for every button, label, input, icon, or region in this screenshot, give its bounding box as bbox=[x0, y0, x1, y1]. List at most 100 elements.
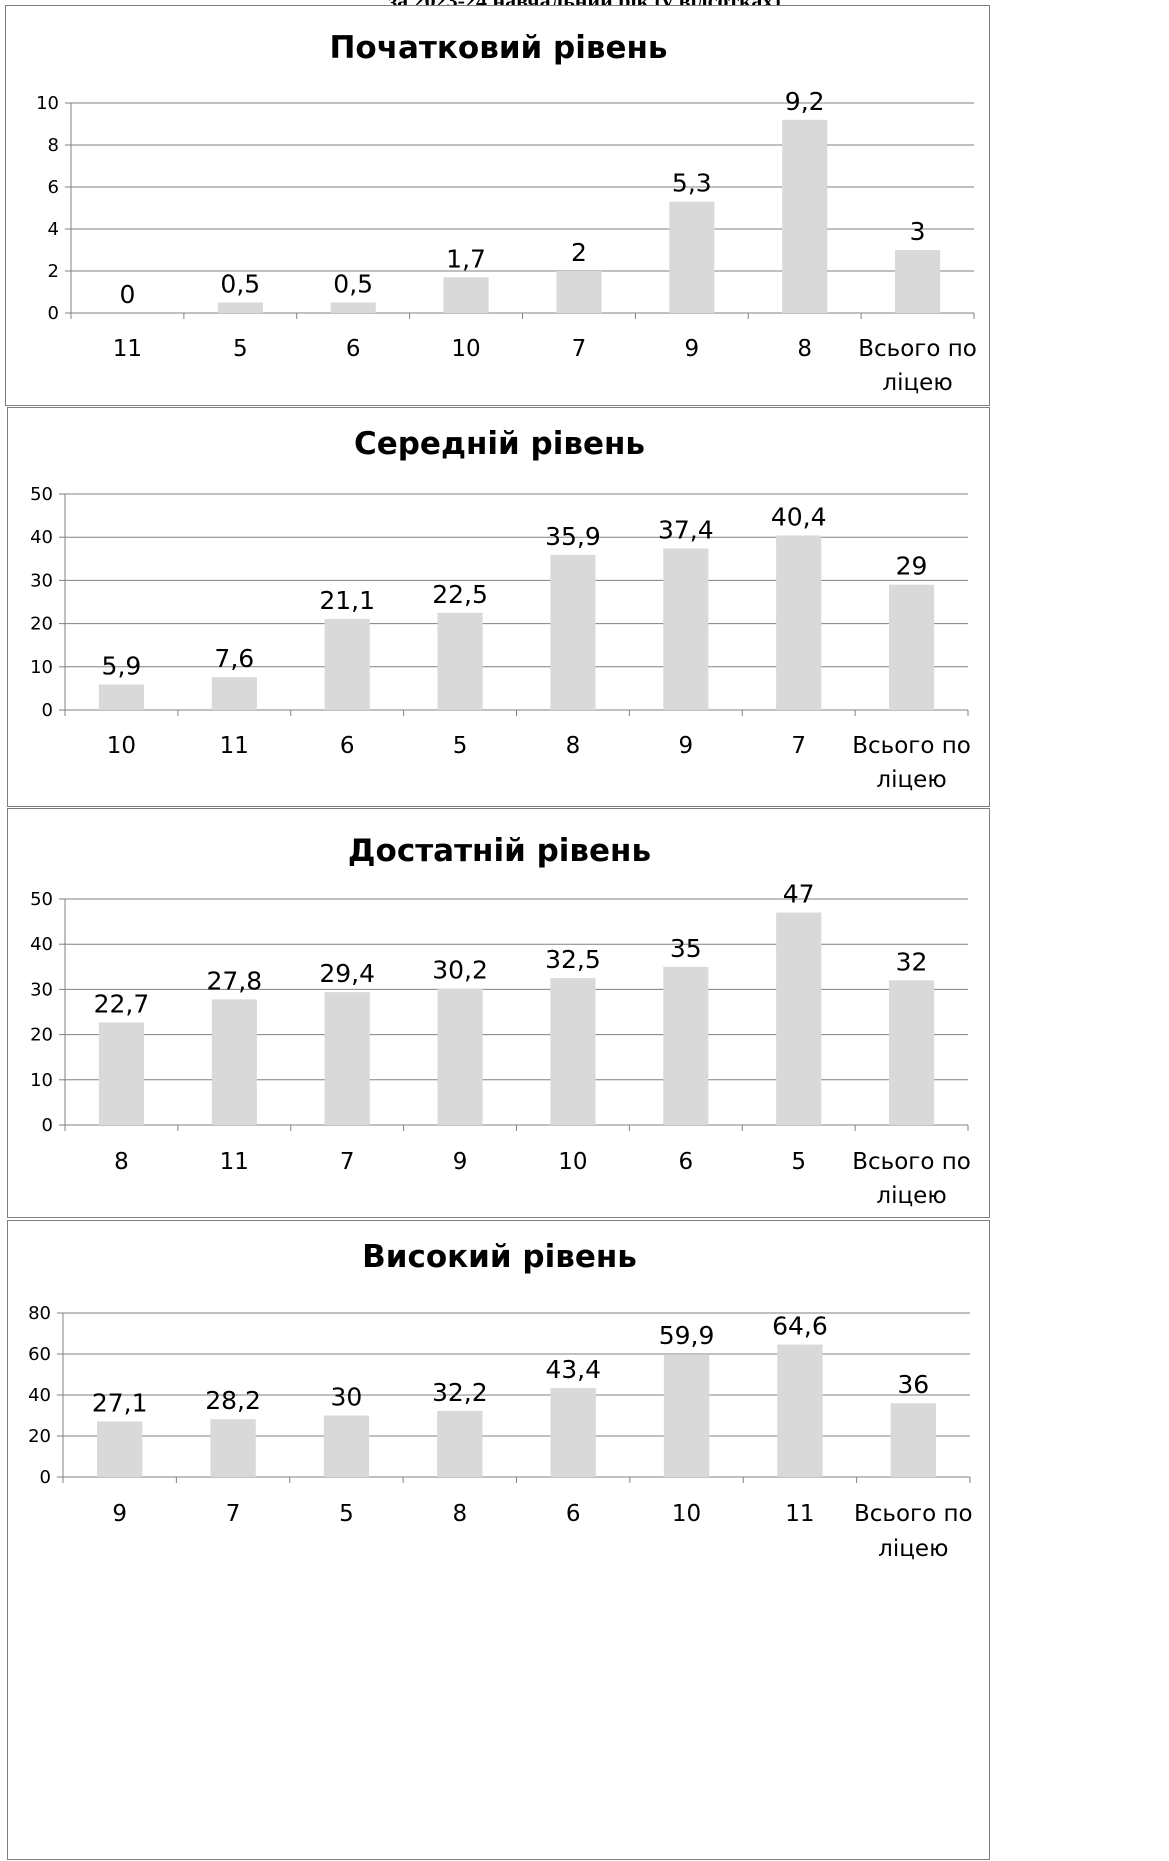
category-label: 9 bbox=[678, 733, 693, 759]
y-tick-label: 80 bbox=[28, 1303, 51, 1324]
bar bbox=[323, 1415, 370, 1477]
category-label: 9 bbox=[112, 1501, 127, 1527]
bar bbox=[98, 684, 145, 710]
category-label: ліцею bbox=[876, 767, 946, 793]
bar bbox=[782, 119, 828, 313]
y-tick-label: 0 bbox=[42, 1115, 53, 1136]
data-label: 47 bbox=[783, 880, 815, 909]
data-label: 5,3 bbox=[672, 169, 712, 198]
data-label: 21,1 bbox=[319, 586, 375, 615]
category-label: 7 bbox=[340, 1149, 355, 1175]
data-label: 43,4 bbox=[545, 1355, 601, 1384]
category-label: 8 bbox=[452, 1501, 467, 1527]
chart-high-level: Високий рівень 0 20 40 60 80 27,1 9 28,2 7 30 5 32,2… bbox=[7, 1220, 990, 1860]
bar bbox=[217, 302, 263, 313]
category-label: 11 bbox=[785, 1501, 814, 1527]
chart-title: Високий рівень bbox=[362, 1239, 637, 1275]
data-label: 0 bbox=[119, 280, 135, 309]
bar bbox=[894, 250, 941, 313]
chart-svg: Середній рівень 0 10 20 30 40 50 5,9 10 7,6 11 21,1… bbox=[30, 426, 971, 793]
data-label: 27,1 bbox=[92, 1388, 148, 1417]
y-tick-label: 20 bbox=[28, 1426, 51, 1447]
bar bbox=[890, 1403, 936, 1477]
category-label: 6 bbox=[340, 733, 355, 759]
category-label: 10 bbox=[672, 1501, 701, 1527]
data-label: 9,2 bbox=[785, 87, 825, 116]
bar bbox=[669, 201, 715, 313]
data-label: 0,5 bbox=[333, 270, 373, 299]
y-tick-label: 10 bbox=[30, 657, 53, 678]
y-tick-label: 2 bbox=[48, 261, 59, 282]
category-label: 8 bbox=[114, 1149, 129, 1175]
data-label: 32,2 bbox=[432, 1378, 488, 1407]
bar bbox=[437, 988, 483, 1125]
bar bbox=[211, 677, 257, 710]
data-label: 7,6 bbox=[214, 644, 254, 673]
data-label: 2 bbox=[571, 238, 587, 267]
bar bbox=[663, 548, 709, 710]
data-label: 30,2 bbox=[432, 955, 488, 984]
chart-initial-level: Початковий рівень 0 2 4 6 8 10 0 11 0,5 5 0,5 6 1,7 10… bbox=[5, 5, 990, 406]
category-label: 9 bbox=[453, 1149, 468, 1175]
bar bbox=[776, 535, 822, 710]
chart-title: Середній рівень bbox=[354, 426, 645, 462]
bar bbox=[443, 277, 489, 313]
data-label: 28,2 bbox=[205, 1386, 261, 1415]
bar bbox=[663, 1354, 710, 1477]
y-tick-label: 4 bbox=[48, 219, 59, 240]
y-tick-label: 0 bbox=[48, 303, 59, 324]
category-label: 6 bbox=[346, 336, 361, 362]
chart-title: Достатній рівень bbox=[348, 833, 651, 869]
data-label: 29,4 bbox=[319, 959, 375, 988]
category-label: 7 bbox=[791, 733, 806, 759]
y-tick-label: 8 bbox=[48, 135, 59, 156]
y-tick-label: 10 bbox=[30, 1070, 53, 1091]
category-label: 10 bbox=[558, 1149, 587, 1175]
data-label: 22,5 bbox=[432, 580, 488, 609]
category-label: Всього по bbox=[852, 733, 971, 759]
category-label: 5 bbox=[233, 336, 248, 362]
y-tick-label: 6 bbox=[48, 177, 59, 198]
chart-svg: Початковий рівень 0 2 4 6 8 10 0 11 0,5 5 0,5 6 1,7 10… bbox=[36, 30, 977, 396]
category-label: 7 bbox=[572, 336, 587, 362]
chart-medium-level: Середній рівень 0 10 20 30 40 50 5,9 10 7,6 11 21,1… bbox=[7, 407, 990, 807]
data-label: 22,7 bbox=[94, 989, 150, 1018]
y-tick-label: 40 bbox=[30, 527, 53, 548]
bar bbox=[98, 1022, 145, 1125]
category-label: 7 bbox=[226, 1501, 241, 1527]
data-label: 36 bbox=[897, 1370, 929, 1399]
bar bbox=[550, 1388, 596, 1477]
data-label: 1,7 bbox=[446, 244, 486, 273]
category-label: Всього по bbox=[852, 1149, 971, 1175]
category-label: ліцею bbox=[876, 1183, 946, 1209]
bar bbox=[211, 999, 257, 1125]
data-label: 35 bbox=[670, 934, 702, 963]
y-tick-label: 30 bbox=[30, 979, 53, 1000]
bar bbox=[210, 1419, 256, 1477]
data-label: 27,8 bbox=[206, 966, 262, 995]
category-label: 8 bbox=[797, 336, 812, 362]
chart-svg: Високий рівень 0 20 40 60 80 27,1 9 28,2 7 30 5 32,2… bbox=[28, 1239, 973, 1562]
bar bbox=[437, 612, 483, 710]
bar bbox=[324, 618, 370, 710]
data-label: 40,4 bbox=[771, 502, 827, 531]
y-tick-label: 20 bbox=[30, 1025, 53, 1046]
chart-title: Початковий рівень bbox=[329, 30, 667, 66]
data-label: 30 bbox=[331, 1383, 363, 1412]
data-label: 5,9 bbox=[102, 652, 142, 681]
y-tick-label: 10 bbox=[36, 93, 59, 114]
category-label: Всього по bbox=[854, 1501, 973, 1527]
category-label: 11 bbox=[113, 336, 142, 362]
chart-sufficient-level: Достатній рівень 0 10 20 30 40 50 22,7 8 27,8 11 29… bbox=[7, 808, 990, 1218]
data-label: 37,4 bbox=[658, 515, 714, 544]
category-label: 8 bbox=[566, 733, 581, 759]
bar bbox=[437, 1410, 483, 1477]
y-tick-label: 0 bbox=[40, 1467, 51, 1488]
y-tick-label: 40 bbox=[28, 1385, 51, 1406]
y-tick-label: 30 bbox=[30, 570, 53, 591]
bar bbox=[888, 584, 935, 710]
category-label: 6 bbox=[678, 1149, 693, 1175]
bar bbox=[663, 966, 709, 1125]
category-label: 11 bbox=[220, 733, 249, 759]
category-label: 10 bbox=[107, 733, 136, 759]
